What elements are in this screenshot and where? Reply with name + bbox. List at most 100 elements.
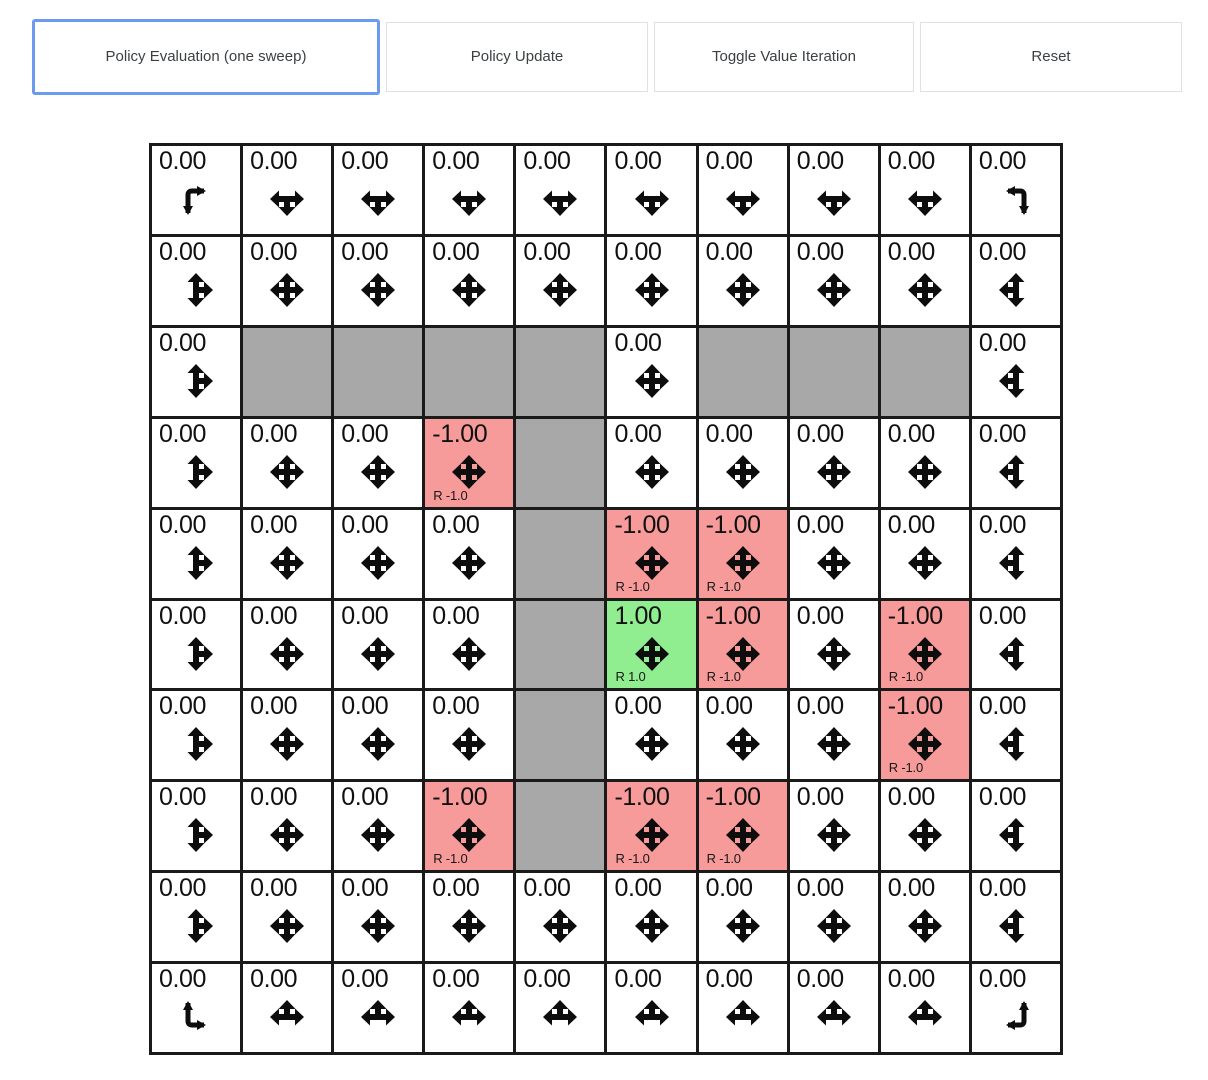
grid-cell[interactable]: 0.00 bbox=[698, 236, 790, 328]
grid-cell[interactable]: 0.00 bbox=[425, 600, 517, 692]
arrow-up-icon bbox=[278, 909, 296, 927]
grid-cell[interactable]: 0.00 bbox=[152, 327, 244, 419]
grid-cell[interactable]: 0.00 bbox=[425, 236, 517, 328]
toolbar-button-toggle-value-iteration[interactable]: Toggle Value Iteration bbox=[654, 22, 914, 92]
grid-cell[interactable]: 0.00 bbox=[607, 146, 699, 237]
arrow-right-icon bbox=[833, 645, 851, 662]
grid-cell[interactable]: 0.00 bbox=[243, 236, 335, 328]
grid-cell[interactable]: 0.00 bbox=[152, 782, 244, 874]
grid-cell[interactable]: 0.00 bbox=[425, 509, 517, 601]
arrow-left-icon bbox=[907, 645, 925, 662]
grid-cell[interactable]: 0.00 bbox=[607, 873, 699, 965]
grid-cell[interactable]: 0.00 bbox=[971, 146, 1063, 237]
arrow-down-icon bbox=[278, 835, 296, 853]
grid-cell[interactable]: 0.00 bbox=[334, 964, 426, 1055]
toolbar-button-policy-evaluation-one-sweep[interactable]: Policy Evaluation (one sweep) bbox=[32, 19, 380, 95]
grid-cell[interactable]: 0.00 bbox=[425, 873, 517, 965]
grid-cell[interactable]: 0.00 bbox=[971, 782, 1063, 874]
grid-cell[interactable]: 0.00 bbox=[698, 691, 790, 783]
grid-cell[interactable]: 0.00 bbox=[880, 236, 972, 328]
grid-cell[interactable]: 0.00 bbox=[971, 600, 1063, 692]
grid-cell[interactable]: 0.00 bbox=[607, 964, 699, 1055]
toolbar-button-policy-update[interactable]: Policy Update bbox=[386, 22, 648, 92]
grid-cell[interactable]: -1.00 R -1.0 bbox=[607, 782, 699, 874]
grid-cell[interactable]: 0.00 bbox=[334, 691, 426, 783]
grid-cell[interactable]: 0.00 bbox=[334, 418, 426, 510]
grid-cell[interactable]: 0.00 bbox=[425, 691, 517, 783]
grid-cell[interactable]: 0.00 bbox=[152, 964, 244, 1055]
grid-cell[interactable]: -1.00 R -1.0 bbox=[880, 691, 972, 783]
grid-cell[interactable]: 0.00 bbox=[607, 418, 699, 510]
grid-cell[interactable]: 0.00 bbox=[880, 873, 972, 965]
grid-cell[interactable]: 0.00 bbox=[334, 873, 426, 965]
grid-cell[interactable]: 0.00 bbox=[425, 964, 517, 1055]
grid-cell[interactable]: 0.00 bbox=[607, 327, 699, 419]
grid-cell[interactable]: 0.00 bbox=[971, 509, 1063, 601]
grid-cell[interactable]: 0.00 bbox=[607, 236, 699, 328]
grid-cell[interactable]: 1.00 R 1.0 bbox=[607, 600, 699, 692]
grid-cell[interactable]: 0.00 bbox=[698, 964, 790, 1055]
grid-cell[interactable]: 0.00 bbox=[243, 691, 335, 783]
grid-cell[interactable]: -1.00 R -1.0 bbox=[607, 509, 699, 601]
toolbar-button-reset[interactable]: Reset bbox=[920, 22, 1182, 92]
grid-cell[interactable]: -1.00 R -1.0 bbox=[698, 509, 790, 601]
grid-cell[interactable]: 0.00 bbox=[152, 873, 244, 965]
grid-cell[interactable]: 0.00 bbox=[152, 236, 244, 328]
grid-cell[interactable]: 0.00 bbox=[698, 146, 790, 237]
policy-arrows bbox=[972, 631, 1060, 677]
grid-cell[interactable]: 0.00 bbox=[243, 964, 335, 1055]
grid-cell[interactable]: 0.00 bbox=[516, 236, 608, 328]
grid-cell[interactable]: 0.00 bbox=[789, 236, 881, 328]
grid-cell[interactable]: -1.00 R -1.0 bbox=[698, 782, 790, 874]
grid-cell[interactable]: 0.00 bbox=[789, 600, 881, 692]
grid-cell[interactable]: 0.00 bbox=[334, 509, 426, 601]
grid-cell[interactable]: 0.00 bbox=[152, 146, 244, 237]
grid-cell[interactable]: 0.00 bbox=[152, 600, 244, 692]
grid-cell[interactable]: -1.00 R -1.0 bbox=[880, 600, 972, 692]
grid-cell[interactable]: 0.00 bbox=[243, 146, 335, 237]
grid-cell[interactable]: 0.00 bbox=[152, 418, 244, 510]
grid-cell[interactable]: 0.00 bbox=[334, 146, 426, 237]
grid-cell[interactable]: 0.00 bbox=[698, 418, 790, 510]
grid-cell[interactable]: 0.00 bbox=[425, 146, 517, 237]
grid-cell[interactable]: 0.00 bbox=[971, 418, 1063, 510]
arrow-right-icon bbox=[560, 917, 578, 935]
grid-cell[interactable]: 0.00 bbox=[971, 691, 1063, 783]
grid-cell[interactable]: 0.00 bbox=[880, 964, 972, 1055]
grid-cell[interactable]: 0.00 bbox=[243, 418, 335, 510]
grid-cell[interactable]: 0.00 bbox=[334, 600, 426, 692]
grid-cell[interactable]: 0.00 bbox=[516, 873, 608, 965]
grid-cell[interactable]: 0.00 bbox=[152, 691, 244, 783]
grid-cell-wall bbox=[698, 327, 790, 419]
grid-cell[interactable]: 0.00 bbox=[971, 327, 1063, 419]
grid-cell[interactable]: 0.00 bbox=[880, 509, 972, 601]
grid-cell[interactable]: 0.00 bbox=[971, 873, 1063, 965]
grid-cell[interactable]: 0.00 bbox=[516, 964, 608, 1055]
grid-cell[interactable]: 0.00 bbox=[789, 873, 881, 965]
grid-cell[interactable]: 0.00 bbox=[334, 236, 426, 328]
grid-cell[interactable]: 0.00 bbox=[789, 509, 881, 601]
grid-cell[interactable]: 0.00 bbox=[789, 146, 881, 237]
grid-cell[interactable]: -1.00 R -1.0 bbox=[698, 600, 790, 692]
grid-cell[interactable]: 0.00 bbox=[789, 964, 881, 1055]
grid-cell[interactable]: 0.00 bbox=[971, 964, 1063, 1055]
grid-cell[interactable]: -1.00 R -1.0 bbox=[425, 418, 517, 510]
grid-cell[interactable]: 0.00 bbox=[243, 782, 335, 874]
grid-cell[interactable]: 0.00 bbox=[607, 691, 699, 783]
grid-cell[interactable]: 0.00 bbox=[971, 236, 1063, 328]
grid-cell[interactable]: -1.00 R -1.0 bbox=[425, 782, 517, 874]
grid-cell[interactable]: 0.00 bbox=[516, 146, 608, 237]
grid-cell[interactable]: 0.00 bbox=[152, 509, 244, 601]
grid-cell[interactable]: 0.00 bbox=[243, 873, 335, 965]
grid-cell[interactable]: 0.00 bbox=[880, 418, 972, 510]
grid-cell[interactable]: 0.00 bbox=[880, 782, 972, 874]
grid-cell[interactable]: 0.00 bbox=[789, 691, 881, 783]
grid-cell[interactable]: 0.00 bbox=[789, 782, 881, 874]
arrow-up-icon bbox=[734, 272, 752, 290]
grid-cell[interactable]: 0.00 bbox=[243, 600, 335, 692]
grid-cell[interactable]: 0.00 bbox=[789, 418, 881, 510]
grid-cell[interactable]: 0.00 bbox=[334, 782, 426, 874]
grid-cell[interactable]: 0.00 bbox=[880, 146, 972, 237]
grid-cell[interactable]: 0.00 bbox=[698, 873, 790, 965]
grid-cell[interactable]: 0.00 bbox=[243, 509, 335, 601]
